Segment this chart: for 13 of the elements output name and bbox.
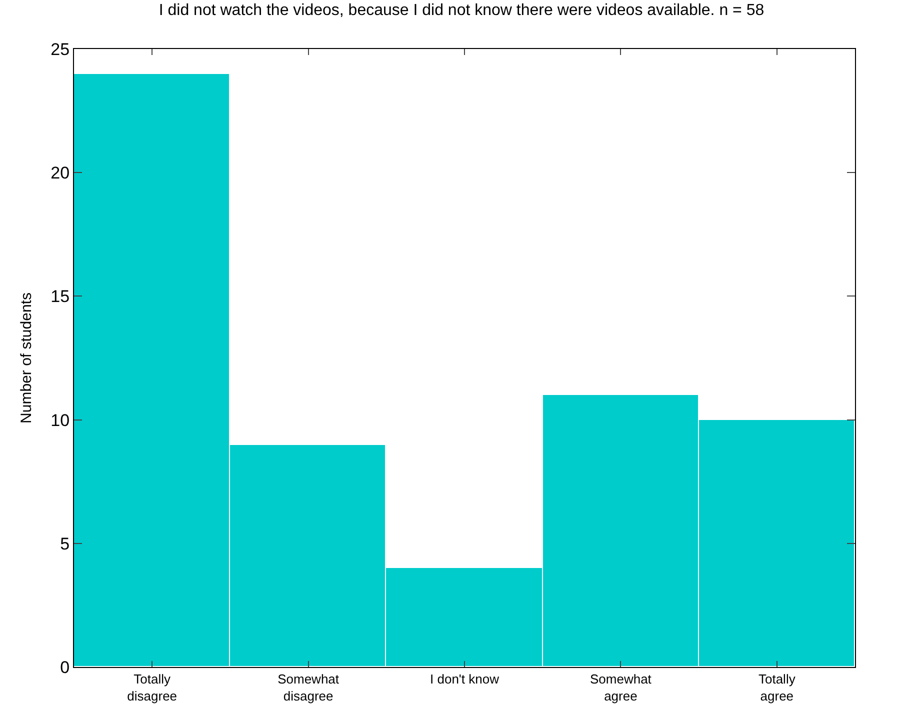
y-tick-label: 15 (50, 287, 70, 306)
y-tick-label: 20 (50, 164, 70, 183)
y-axis-title: Number of students (18, 292, 35, 424)
chart-title: I did not watch the videos, because I did not know there were videos available. n = 58 (158, 2, 764, 19)
x-tick-label: Totally agree (758, 672, 796, 704)
x-tick-label: I don't know (430, 672, 500, 687)
x-tick-label: Somewhat agree (590, 672, 652, 704)
y-tick-label: 25 (50, 40, 70, 59)
y-tick-label: 10 (50, 410, 70, 430)
x-tick-label: Totally disagree (127, 672, 178, 704)
y-tick-label: 0 (60, 658, 70, 677)
x-tick-label: Somewhat disagree (278, 672, 340, 704)
y-tick-label: 5 (60, 534, 70, 554)
